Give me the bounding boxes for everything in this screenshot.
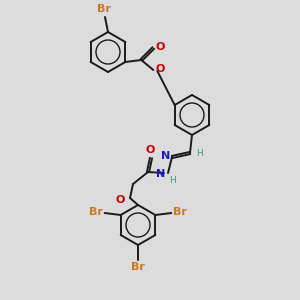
Text: N: N: [156, 169, 165, 179]
Text: H: H: [196, 149, 203, 158]
Text: O: O: [155, 64, 165, 74]
Text: Br: Br: [89, 207, 103, 217]
Text: Br: Br: [173, 207, 187, 217]
Text: H: H: [169, 176, 176, 185]
Text: O: O: [155, 42, 165, 52]
Text: O: O: [145, 145, 155, 155]
Text: N: N: [161, 151, 170, 161]
Text: Br: Br: [97, 4, 111, 14]
Text: O: O: [116, 195, 125, 205]
Text: Br: Br: [131, 262, 145, 272]
